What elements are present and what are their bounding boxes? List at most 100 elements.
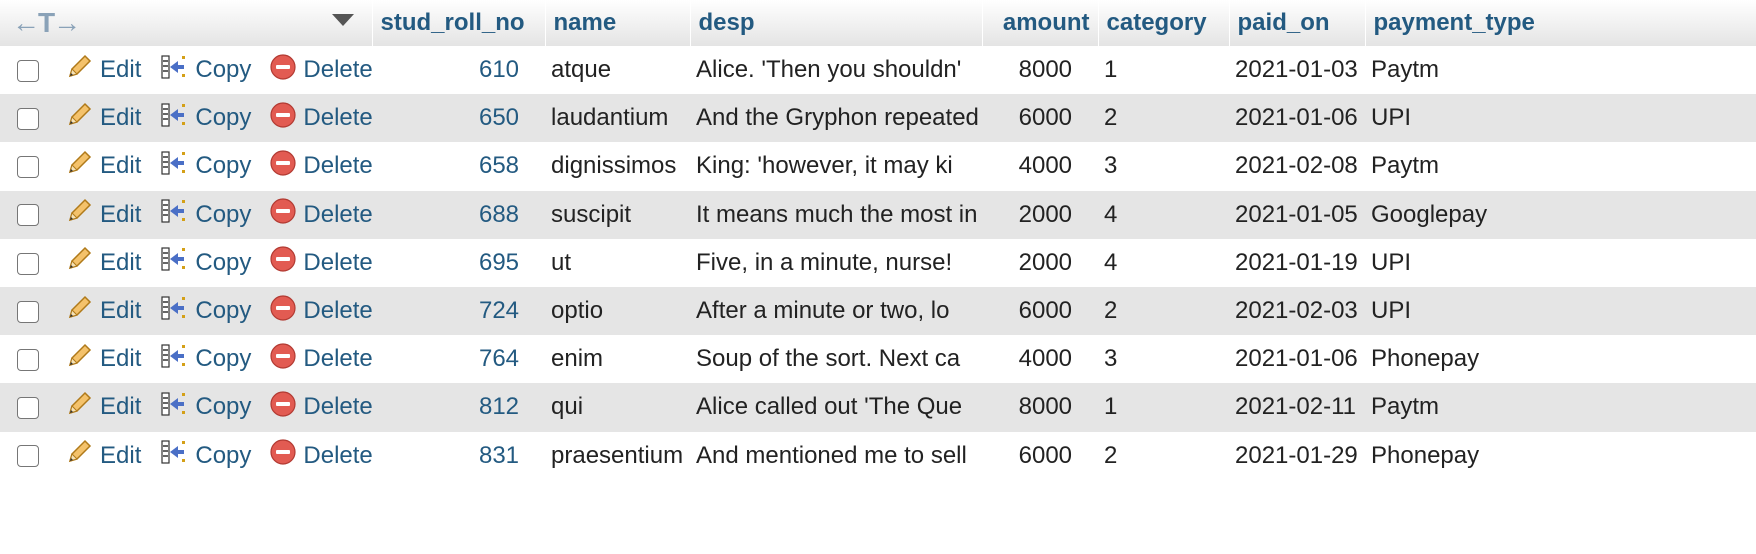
- row-checkbox[interactable]: [17, 445, 39, 468]
- copy-icon[interactable]: [159, 52, 195, 89]
- pencil-icon[interactable]: [64, 437, 100, 474]
- edit-link[interactable]: Edit: [64, 389, 141, 426]
- edit-label[interactable]: Edit: [100, 104, 142, 132]
- row-checkbox-cell[interactable]: [0, 94, 56, 142]
- copy-link[interactable]: Copy: [159, 100, 251, 137]
- table-row[interactable]: Edit Copy Delete 831 praesentium And mentione…: [0, 431, 1756, 480]
- row-checkbox[interactable]: [17, 300, 39, 323]
- delete-link[interactable]: Delete: [269, 342, 372, 377]
- delete-label[interactable]: Delete: [303, 248, 373, 276]
- row-checkbox-cell[interactable]: [0, 432, 56, 480]
- edit-link[interactable]: Edit: [64, 341, 141, 378]
- edit-link[interactable]: Edit: [64, 293, 141, 330]
- copy-link[interactable]: Copy: [159, 341, 251, 378]
- row-checkbox-cell[interactable]: [0, 191, 56, 239]
- edit-label[interactable]: Edit: [100, 248, 142, 276]
- row-checkbox-cell[interactable]: [0, 335, 56, 383]
- copy-label[interactable]: Copy: [195, 441, 252, 469]
- row-checkbox-cell[interactable]: [0, 383, 56, 431]
- pencil-icon[interactable]: [64, 293, 100, 330]
- delete-icon[interactable]: [269, 438, 303, 473]
- copy-label[interactable]: Copy: [195, 200, 252, 228]
- delete-label[interactable]: Delete: [303, 393, 373, 421]
- table-row[interactable]: Edit Copy Delete 764 enim Soup of the sort. N…: [0, 335, 1756, 384]
- delete-icon[interactable]: [269, 245, 303, 280]
- copy-label[interactable]: Copy: [195, 248, 252, 276]
- delete-icon[interactable]: [269, 342, 303, 377]
- copy-icon[interactable]: [159, 244, 195, 281]
- delete-label[interactable]: Delete: [303, 152, 373, 180]
- delete-link[interactable]: Delete: [269, 245, 372, 280]
- column-header-stud-roll-no[interactable]: stud_roll_no: [372, 0, 546, 46]
- row-checkbox[interactable]: [17, 156, 39, 179]
- table-row[interactable]: Edit Copy Delete 658 dignissimos King: 'howev…: [0, 142, 1756, 191]
- edit-link[interactable]: Edit: [64, 437, 141, 474]
- delete-icon[interactable]: [269, 197, 303, 232]
- table-row[interactable]: Edit Copy Delete 812 qui Alice called out 'Th…: [0, 383, 1756, 432]
- delete-icon[interactable]: [269, 390, 303, 425]
- row-checkbox[interactable]: [17, 397, 39, 420]
- delete-label[interactable]: Delete: [303, 297, 373, 325]
- edit-label[interactable]: Edit: [100, 393, 142, 421]
- edit-link[interactable]: Edit: [64, 148, 141, 185]
- copy-icon[interactable]: [159, 389, 195, 426]
- delete-link[interactable]: Delete: [269, 294, 372, 329]
- delete-icon[interactable]: [269, 294, 303, 329]
- copy-label[interactable]: Copy: [195, 297, 252, 325]
- copy-icon[interactable]: [159, 196, 195, 233]
- pencil-icon[interactable]: [64, 148, 100, 185]
- row-checkbox-cell[interactable]: [0, 287, 56, 335]
- copy-link[interactable]: Copy: [159, 52, 251, 89]
- column-nav-arrows[interactable]: ←T→: [8, 0, 371, 46]
- delete-link[interactable]: Delete: [269, 53, 372, 88]
- column-nav-label[interactable]: ←T→: [12, 7, 81, 38]
- pencil-icon[interactable]: [64, 52, 100, 89]
- pencil-icon[interactable]: [64, 100, 100, 137]
- row-checkbox[interactable]: [17, 348, 39, 371]
- row-checkbox[interactable]: [17, 107, 39, 130]
- edit-link[interactable]: Edit: [64, 52, 141, 89]
- column-header-payment-type[interactable]: payment_type: [1365, 0, 1756, 46]
- copy-label[interactable]: Copy: [195, 152, 252, 180]
- column-header-desp[interactable]: desp: [690, 0, 983, 46]
- delete-link[interactable]: Delete: [269, 101, 372, 136]
- copy-link[interactable]: Copy: [159, 148, 251, 185]
- table-row[interactable]: Edit Copy Delete 695 ut Five, in a minute, nu…: [0, 238, 1756, 287]
- table-row[interactable]: Edit Copy Delete 610 atque Alice. 'Then you s…: [0, 46, 1756, 95]
- copy-link[interactable]: Copy: [159, 196, 251, 233]
- row-checkbox[interactable]: [17, 252, 39, 275]
- pencil-icon[interactable]: [64, 196, 100, 233]
- delete-icon[interactable]: [269, 53, 303, 88]
- edit-label[interactable]: Edit: [100, 200, 142, 228]
- row-checkbox[interactable]: [17, 59, 39, 82]
- edit-label[interactable]: Edit: [100, 345, 142, 373]
- copy-icon[interactable]: [159, 437, 195, 474]
- table-row[interactable]: Edit Copy Delete 650 laudantium And the Gryph…: [0, 94, 1756, 143]
- copy-link[interactable]: Copy: [159, 244, 251, 281]
- copy-link[interactable]: Copy: [159, 293, 251, 330]
- edit-link[interactable]: Edit: [64, 100, 141, 137]
- edit-link[interactable]: Edit: [64, 244, 141, 281]
- row-checkbox-cell[interactable]: [0, 142, 56, 190]
- copy-link[interactable]: Copy: [159, 389, 251, 426]
- delete-label[interactable]: Delete: [303, 200, 373, 228]
- table-row[interactable]: Edit Copy Delete 688 suscipit It means much t…: [0, 190, 1756, 239]
- copy-label[interactable]: Copy: [195, 56, 252, 84]
- edit-label[interactable]: Edit: [100, 56, 142, 84]
- delete-link[interactable]: Delete: [269, 438, 372, 473]
- delete-link[interactable]: Delete: [269, 390, 372, 425]
- edit-label[interactable]: Edit: [100, 441, 142, 469]
- row-checkbox[interactable]: [17, 204, 39, 227]
- copy-icon[interactable]: [159, 293, 195, 330]
- delete-label[interactable]: Delete: [303, 345, 373, 373]
- copy-label[interactable]: Copy: [195, 393, 252, 421]
- delete-icon[interactable]: [269, 101, 303, 136]
- copy-label[interactable]: Copy: [195, 104, 252, 132]
- column-header-amount[interactable]: amount: [982, 0, 1099, 46]
- delete-link[interactable]: Delete: [269, 149, 372, 184]
- pencil-icon[interactable]: [64, 244, 100, 281]
- row-checkbox-cell[interactable]: [0, 239, 56, 287]
- copy-link[interactable]: Copy: [159, 437, 251, 474]
- delete-label[interactable]: Delete: [303, 441, 373, 469]
- copy-label[interactable]: Copy: [195, 345, 252, 373]
